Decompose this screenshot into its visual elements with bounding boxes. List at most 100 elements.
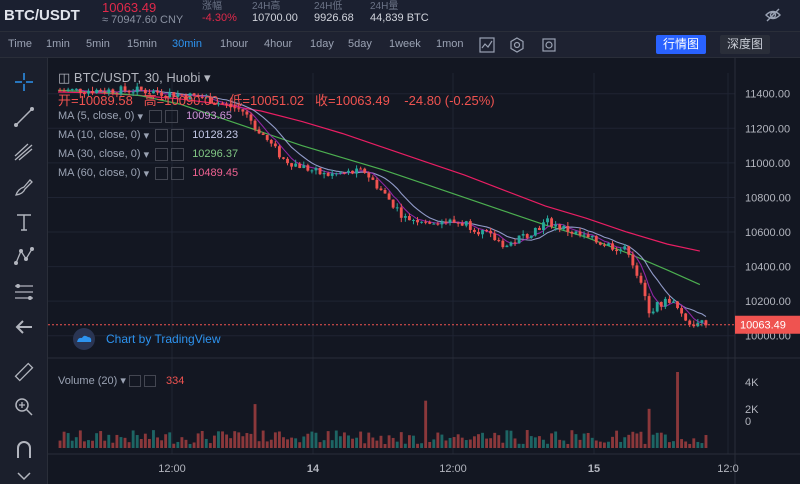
volume-bar xyxy=(294,438,298,448)
tf-time[interactable]: Time xyxy=(8,38,33,50)
candle-body xyxy=(611,243,614,250)
volume-bar xyxy=(529,436,533,448)
indicators-icon[interactable] xyxy=(540,36,558,54)
volume-bar xyxy=(359,431,363,448)
time-tick-label: 12:00 xyxy=(439,463,467,475)
volume-bar xyxy=(245,433,249,448)
volume-bar xyxy=(123,437,127,448)
ma30-legend[interactable]: MA (30, close, 0) ▾ 10296.37 xyxy=(58,147,239,161)
volume-bar xyxy=(550,433,554,448)
ohlc-legend: 开=10089.58 高=10090.00 低=10051.02 收=10063… xyxy=(58,93,495,108)
text-tool-icon[interactable] xyxy=(12,210,36,234)
fib-icon[interactable] xyxy=(12,280,36,304)
volume-bar xyxy=(241,436,245,448)
candle-body xyxy=(91,90,94,94)
candle-body xyxy=(501,240,505,248)
hide-eye-icon[interactable] xyxy=(764,6,782,24)
candle-body xyxy=(322,173,326,175)
tf-1min[interactable]: 1min xyxy=(46,38,70,50)
volume-bar xyxy=(314,432,318,448)
tf-5min[interactable]: 5min xyxy=(86,38,110,50)
candle-body xyxy=(188,93,192,100)
time-tick-label: 15 xyxy=(588,463,600,475)
volume-bar xyxy=(692,438,696,448)
volume-bar xyxy=(74,437,78,448)
volume-bar xyxy=(562,440,566,448)
volume-bar xyxy=(265,441,269,448)
volume-bar xyxy=(277,431,281,448)
candle-body xyxy=(582,234,586,236)
candle-body xyxy=(684,313,688,321)
trend-line-icon[interactable] xyxy=(12,105,36,129)
candle-body xyxy=(607,243,610,246)
volume-bar xyxy=(143,433,147,448)
drawing-toolbar xyxy=(0,58,48,484)
ma10-legend[interactable]: MA (10, close, 0) ▾ 10128.23 xyxy=(58,128,239,142)
tf-30min[interactable]: 30min xyxy=(172,38,202,50)
tf-15min[interactable]: 15min xyxy=(127,38,157,50)
candle-body xyxy=(627,246,631,255)
collapse-chevron-icon[interactable] xyxy=(12,464,36,484)
candle-body xyxy=(273,143,277,147)
tf-5day[interactable]: 5day xyxy=(348,38,372,50)
chart-type-icon[interactable] xyxy=(478,36,496,54)
volume-bar xyxy=(221,431,224,448)
volume-bar xyxy=(229,438,233,448)
pitchfork-icon[interactable] xyxy=(12,140,36,164)
candle-body xyxy=(513,242,517,244)
magnet-icon[interactable] xyxy=(12,438,36,462)
crosshair-icon[interactable] xyxy=(12,70,36,94)
candle-body xyxy=(269,139,273,144)
tf-1day[interactable]: 1day xyxy=(310,38,334,50)
brush-icon[interactable] xyxy=(12,175,36,199)
tradingview-logo[interactable]: Chart by TradingView xyxy=(70,328,221,350)
volume-bar xyxy=(420,443,424,448)
candle-body xyxy=(261,133,265,135)
volume-bar xyxy=(217,431,220,448)
back-arrow-icon[interactable] xyxy=(12,315,36,339)
candle-body xyxy=(225,103,229,105)
tf-4hour[interactable]: 4hour xyxy=(264,38,293,50)
candle-body xyxy=(477,231,480,235)
current-price: 10063.49 xyxy=(102,0,157,15)
candle-body xyxy=(115,93,119,95)
volume-bar xyxy=(448,437,452,448)
volume-bar xyxy=(119,437,123,448)
settings-icon[interactable] xyxy=(508,36,526,54)
price-chart[interactable]: 11400.00 11200.00 11000.00 10800.00 10600.00… xyxy=(0,58,800,484)
candle-body xyxy=(334,173,338,175)
candle-body xyxy=(107,89,111,93)
candle-body xyxy=(156,90,159,93)
tf-1hour[interactable]: 1hour xyxy=(220,38,249,50)
tf-1mon[interactable]: 1mon xyxy=(436,38,464,50)
candle-body xyxy=(509,242,513,246)
pattern-icon[interactable] xyxy=(12,245,36,269)
candle-body xyxy=(529,235,533,238)
volume-bar xyxy=(330,440,334,448)
tf-1week[interactable]: 1week xyxy=(389,38,421,50)
tab-depth-chart[interactable]: 深度图 xyxy=(720,35,771,54)
candle-body xyxy=(680,308,684,314)
ruler-icon[interactable] xyxy=(12,360,36,384)
volume-bar xyxy=(342,432,346,448)
candle-body xyxy=(143,89,147,94)
volume-bar xyxy=(253,404,257,448)
candles xyxy=(58,82,708,328)
volume-bar xyxy=(481,432,484,448)
ma10-line xyxy=(96,90,707,318)
volume-bar xyxy=(676,372,679,448)
price-tick-label: 11000.00 xyxy=(745,158,790,170)
volume-bar xyxy=(82,441,86,448)
volume-bar xyxy=(688,443,692,448)
volume-bar xyxy=(233,431,237,448)
zoom-in-icon[interactable] xyxy=(12,395,36,419)
tab-market-chart[interactable]: 行情图 xyxy=(656,35,707,54)
volume-bar xyxy=(399,432,403,448)
ma5-legend[interactable]: MA (5, close, 0) ▾ 10093.65 xyxy=(58,109,232,123)
candle-body xyxy=(399,207,403,218)
ma60-legend[interactable]: MA (60, close, 0) ▾ 10489.45 xyxy=(58,166,239,180)
volume-bar xyxy=(460,437,464,448)
candle-body xyxy=(635,265,639,276)
volume-legend[interactable]: Volume (20) ▾ 334 xyxy=(58,374,185,387)
volume-bar xyxy=(371,437,375,448)
